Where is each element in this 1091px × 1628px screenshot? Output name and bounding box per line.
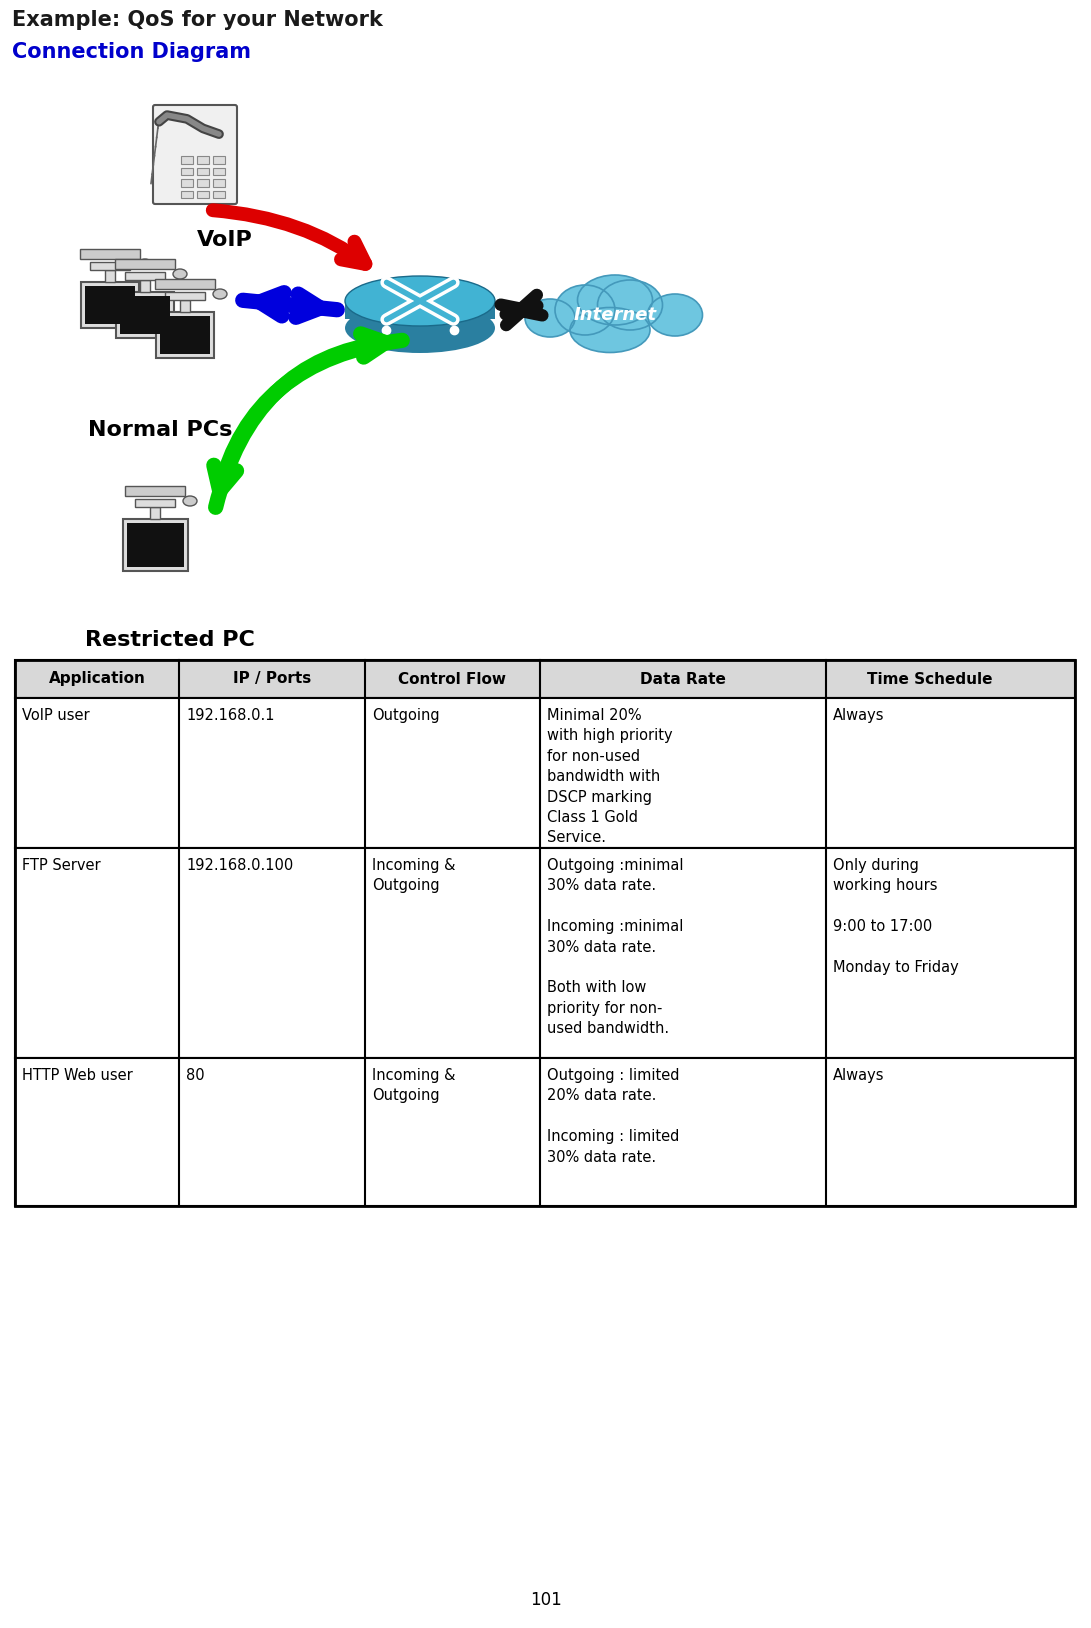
Bar — [15, 698, 1075, 848]
Ellipse shape — [598, 280, 662, 330]
Bar — [89, 262, 130, 270]
Bar — [115, 259, 175, 269]
Text: Time Schedule: Time Schedule — [866, 671, 992, 687]
Text: Always: Always — [832, 1068, 885, 1083]
Text: Minimal 20%
with high priority
for non-used
bandwidth with
DSCP marking
Class 1 : Minimal 20% with high priority for non-u… — [547, 708, 672, 845]
Text: Normal PCs: Normal PCs — [87, 420, 232, 440]
Text: VoIP user: VoIP user — [22, 708, 89, 723]
Text: Example: QoS for your Network: Example: QoS for your Network — [12, 10, 383, 29]
Bar — [180, 300, 190, 313]
Text: Outgoing :minimal
30% data rate.

Incoming :minimal
30% data rate.

Both with lo: Outgoing :minimal 30% data rate. Incomin… — [547, 858, 683, 1035]
Ellipse shape — [555, 285, 615, 335]
Text: 101: 101 — [529, 1591, 562, 1608]
Ellipse shape — [577, 275, 652, 326]
Text: VoIP: VoIP — [197, 230, 253, 251]
Text: Only during
working hours

9:00 to 17:00

Monday to Friday: Only during working hours 9:00 to 17:00 … — [832, 858, 959, 975]
Bar — [123, 519, 188, 571]
Bar — [197, 179, 208, 187]
Text: IP / Ports: IP / Ports — [232, 671, 311, 687]
Bar — [345, 301, 495, 319]
Ellipse shape — [137, 259, 152, 269]
Bar — [214, 156, 225, 164]
Bar — [135, 500, 175, 506]
Bar — [181, 156, 193, 164]
Bar — [214, 168, 225, 176]
Ellipse shape — [345, 277, 495, 326]
FancyBboxPatch shape — [153, 104, 237, 204]
Ellipse shape — [213, 290, 227, 300]
Text: Restricted PC: Restricted PC — [85, 630, 255, 650]
Text: Connection Diagram: Connection Diagram — [12, 42, 251, 62]
Bar — [155, 278, 215, 290]
Text: Internet: Internet — [574, 306, 657, 324]
Text: 192.168.0.1: 192.168.0.1 — [187, 708, 275, 723]
Text: Application: Application — [49, 671, 145, 687]
Bar — [15, 659, 1075, 698]
Bar — [165, 291, 205, 300]
Text: Data Rate: Data Rate — [639, 671, 726, 687]
Bar — [181, 179, 193, 187]
Bar — [81, 282, 139, 327]
Bar — [156, 313, 214, 358]
Text: Incoming &
Outgoing: Incoming & Outgoing — [372, 1068, 455, 1104]
Bar — [15, 659, 1075, 1206]
Ellipse shape — [570, 308, 650, 353]
Bar — [127, 523, 184, 567]
Text: Always: Always — [832, 708, 885, 723]
Bar — [197, 190, 208, 199]
Bar — [125, 487, 185, 497]
Bar — [160, 316, 209, 353]
Bar — [15, 848, 1075, 1058]
Bar — [149, 506, 160, 519]
Bar — [116, 291, 173, 339]
Ellipse shape — [345, 303, 495, 353]
Ellipse shape — [647, 295, 703, 335]
Text: FTP Server: FTP Server — [22, 858, 100, 873]
Ellipse shape — [173, 269, 187, 278]
Bar — [197, 168, 208, 176]
Bar — [105, 270, 115, 282]
Bar — [181, 190, 193, 199]
Bar — [125, 272, 165, 280]
Bar — [120, 296, 170, 334]
Bar — [181, 168, 193, 176]
Text: 80: 80 — [187, 1068, 205, 1083]
Text: Incoming &
Outgoing: Incoming & Outgoing — [372, 858, 455, 894]
Bar — [15, 1058, 1075, 1206]
Bar — [214, 190, 225, 199]
Ellipse shape — [525, 300, 575, 337]
Text: Outgoing: Outgoing — [372, 708, 440, 723]
Bar — [80, 249, 140, 259]
Ellipse shape — [183, 497, 197, 506]
Bar — [214, 179, 225, 187]
Bar — [85, 287, 135, 324]
Text: 192.168.0.100: 192.168.0.100 — [187, 858, 293, 873]
Text: HTTP Web user: HTTP Web user — [22, 1068, 133, 1083]
Bar — [140, 280, 149, 291]
Bar — [197, 156, 208, 164]
Text: Control Flow: Control Flow — [398, 671, 506, 687]
Text: Outgoing : limited
20% data rate.

Incoming : limited
30% data rate.: Outgoing : limited 20% data rate. Incomi… — [547, 1068, 680, 1164]
